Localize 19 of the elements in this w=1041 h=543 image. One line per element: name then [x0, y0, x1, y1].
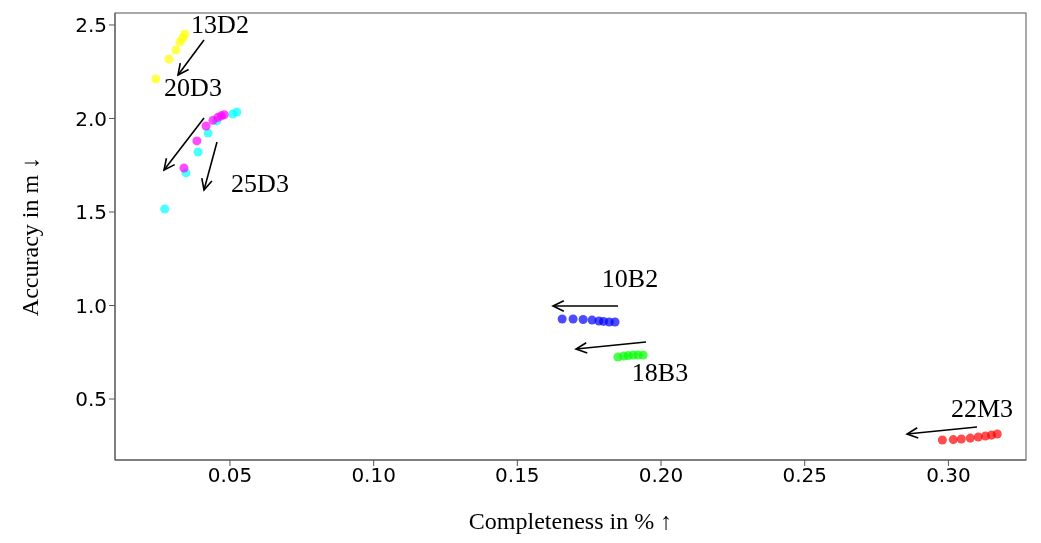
annotation: 13D2: [191, 9, 249, 39]
x-tick-label: 0.05: [207, 463, 253, 488]
annotation: 25D3: [231, 168, 289, 198]
x-tick-label: 0.10: [351, 463, 396, 488]
x-tick-label: 0.20: [638, 463, 684, 488]
x-tick-label: 0.15: [495, 463, 540, 488]
annotation: 10B2: [601, 263, 659, 293]
y-tick-label: 2.5: [75, 13, 107, 38]
y-axis-title: Accuracy in m ↓: [16, 156, 43, 317]
x-tick-label: 0.30: [926, 463, 971, 488]
annotation: 22M3: [950, 393, 1014, 423]
y-tick-label: 0.5: [75, 387, 107, 412]
x-tick-label: 0.25: [782, 463, 827, 488]
y-tick-label: 1.5: [75, 200, 107, 225]
y-tick-label: 1.0: [75, 293, 107, 318]
x-axis-title: Completeness in % ↑: [468, 508, 673, 534]
y-tick-label: 2.0: [75, 106, 107, 131]
annotation: 20D3: [164, 72, 222, 102]
annotation: 18B3: [631, 357, 689, 387]
